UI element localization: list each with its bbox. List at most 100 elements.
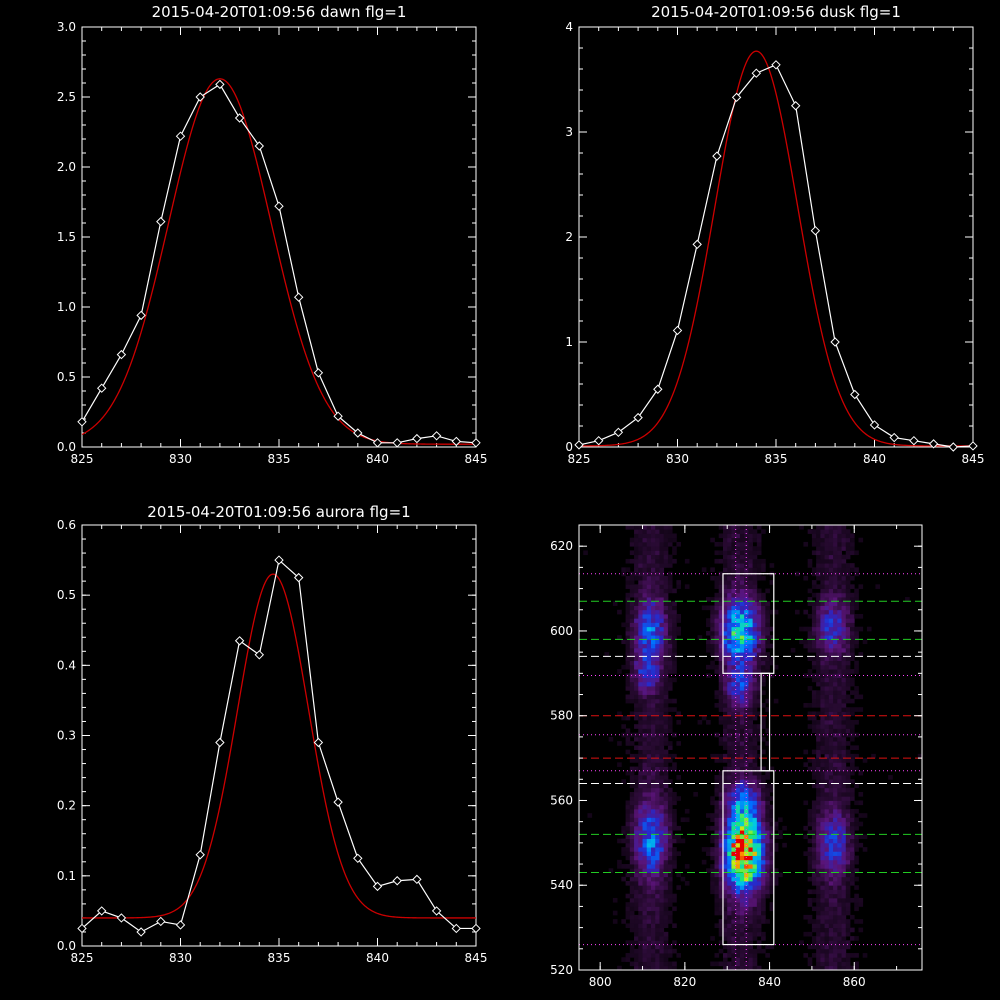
image-pixel <box>820 940 825 945</box>
image-pixel <box>811 758 817 763</box>
image-pixel <box>833 779 838 784</box>
image-pixel <box>756 796 762 801</box>
image-pixel <box>638 847 643 852</box>
image-pixel <box>642 817 648 823</box>
image-pixel <box>811 953 817 958</box>
image-pixel <box>845 537 851 543</box>
data-point-diamond <box>353 428 363 438</box>
image-pixel <box>752 656 758 662</box>
image-pixel <box>667 554 673 560</box>
image-pixel <box>667 796 673 801</box>
image-pixel <box>731 944 737 950</box>
x-tick-label: 845 <box>962 452 985 466</box>
image-pixel <box>710 639 715 645</box>
image-pixel <box>833 622 838 628</box>
image-pixel <box>731 652 737 657</box>
image-pixel <box>752 698 758 704</box>
image-pixel <box>727 792 732 797</box>
image-pixel <box>769 821 775 827</box>
image-pixel <box>642 626 648 632</box>
image-pixel <box>820 669 825 674</box>
image-pixel <box>816 525 821 530</box>
image-pixel <box>655 584 660 589</box>
image-pixel <box>650 707 656 712</box>
image-pixel <box>629 618 635 623</box>
image-pixel <box>739 902 745 907</box>
image-pixel <box>672 855 677 861</box>
image-pixel <box>752 686 758 691</box>
image-pixel <box>650 745 656 751</box>
image-pixel <box>820 558 825 564</box>
image-pixel <box>841 563 847 568</box>
image-pixel <box>710 868 715 873</box>
image-pixel <box>816 758 821 763</box>
image-pixel <box>833 533 838 539</box>
image-pixel <box>820 766 825 772</box>
image-pixel <box>638 804 643 810</box>
image-pixel <box>782 842 787 848</box>
image-pixel <box>642 787 648 793</box>
image-pixel <box>841 753 847 759</box>
image-pixel <box>646 660 652 666</box>
image-pixel <box>862 639 868 645</box>
image-pixel <box>634 703 639 708</box>
image-pixel <box>828 948 834 954</box>
image-pixel <box>769 842 775 848</box>
image-pixel <box>731 707 737 712</box>
image-pixel <box>659 838 665 844</box>
image-pixel <box>828 546 834 551</box>
image-pixel <box>824 847 830 852</box>
image-pixel <box>756 711 762 717</box>
dawn-panel-title: 2015-04-20T01:09:56 dawn flg=1 <box>152 3 407 21</box>
image-pixel <box>646 779 652 784</box>
image-pixel <box>659 647 665 653</box>
image-pixel <box>646 762 652 767</box>
image-pixel <box>650 838 656 844</box>
image-pixel <box>722 635 728 640</box>
image-pixel <box>655 669 660 674</box>
image-pixel <box>659 707 665 712</box>
image-pixel <box>811 927 817 933</box>
image-pixel <box>824 605 830 611</box>
image-pixel <box>638 923 643 929</box>
image-pixel <box>811 813 817 818</box>
image-pixel <box>731 715 737 721</box>
image-pixel <box>850 711 855 717</box>
image-pixel <box>672 622 677 628</box>
image-pixel <box>650 609 656 615</box>
image-pixel <box>638 673 643 678</box>
image-pixel <box>629 622 635 628</box>
image-pixel <box>752 842 758 848</box>
image-pixel <box>727 592 732 598</box>
image-pixel <box>642 690 648 695</box>
image-pixel <box>650 728 656 734</box>
image-pixel <box>761 715 766 721</box>
image-pixel <box>828 804 834 810</box>
image-pixel <box>837 601 842 606</box>
image-pixel <box>744 800 749 806</box>
image-pixel <box>625 558 631 564</box>
image-pixel <box>824 622 830 628</box>
image-pixel <box>646 647 652 653</box>
image-pixel <box>659 762 665 767</box>
image-pixel <box>828 834 834 840</box>
image-pixel <box>824 647 830 653</box>
image-pixel <box>735 881 741 886</box>
image-pixel <box>672 834 677 840</box>
image-pixel <box>659 563 665 568</box>
image-pixel <box>655 821 660 827</box>
image-pixel <box>761 656 766 662</box>
image-pixel <box>642 525 648 530</box>
image-pixel <box>739 775 745 780</box>
image-pixel <box>833 902 838 907</box>
image-pixel <box>722 919 728 924</box>
y-tick-label: 540 <box>550 878 573 892</box>
image-pixel <box>837 554 842 560</box>
image-pixel <box>837 957 842 962</box>
image-pixel <box>828 847 834 852</box>
image-pixel <box>718 851 724 856</box>
image-pixel <box>820 923 825 929</box>
image-pixel <box>650 961 656 967</box>
image-pixel <box>655 597 660 602</box>
image-pixel <box>731 575 737 581</box>
